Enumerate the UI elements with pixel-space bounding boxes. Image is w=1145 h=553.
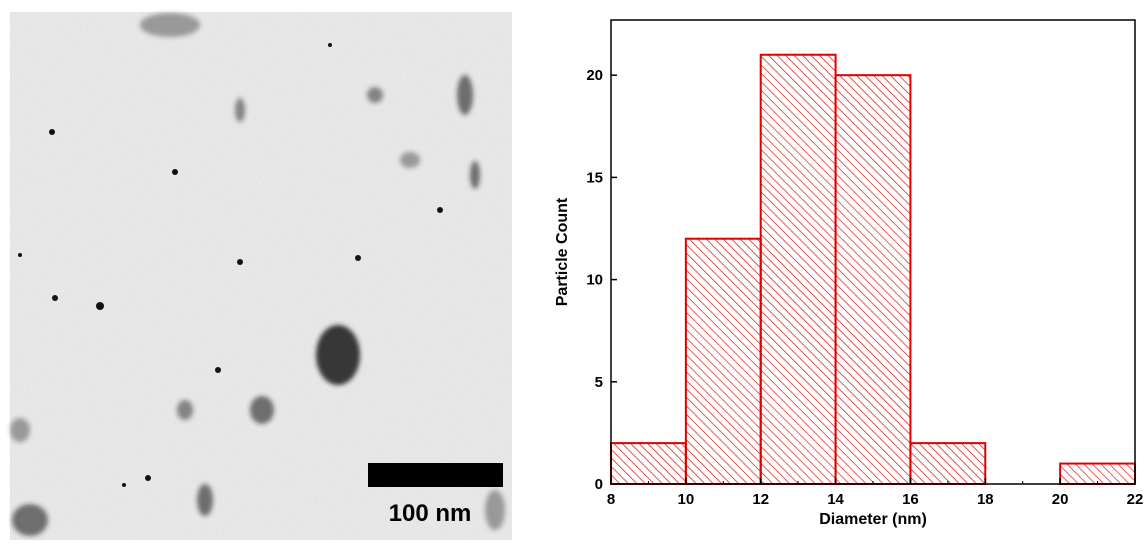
y-axis-label: Particle Count [554, 197, 571, 306]
bar [610, 442, 687, 486]
x-tick-label: 10 [678, 491, 695, 508]
bar [1059, 462, 1136, 486]
x-tick-label: 18 [977, 491, 994, 508]
y-tick-label: 0 [595, 476, 603, 493]
y-tick-label: 15 [586, 169, 603, 186]
y-tick-label: 20 [586, 67, 603, 84]
x-tick-label: 8 [607, 491, 615, 508]
bar [909, 442, 987, 486]
x-axis-label: Diameter (nm) [819, 511, 927, 528]
bar [834, 74, 912, 486]
y-tick-label: 5 [595, 374, 603, 391]
x-tick-label: 20 [1052, 491, 1069, 508]
bar [759, 53, 837, 485]
bar [684, 237, 762, 485]
y-tick-label: 10 [586, 272, 603, 289]
x-tick-label: 16 [902, 491, 919, 508]
tem-image: 100 nm [10, 12, 512, 540]
x-tick-label: 22 [1127, 491, 1144, 508]
x-tick-label: 14 [827, 491, 844, 508]
x-tick-label: 12 [752, 491, 769, 508]
scale-bar-label: 100 nm [389, 500, 472, 527]
